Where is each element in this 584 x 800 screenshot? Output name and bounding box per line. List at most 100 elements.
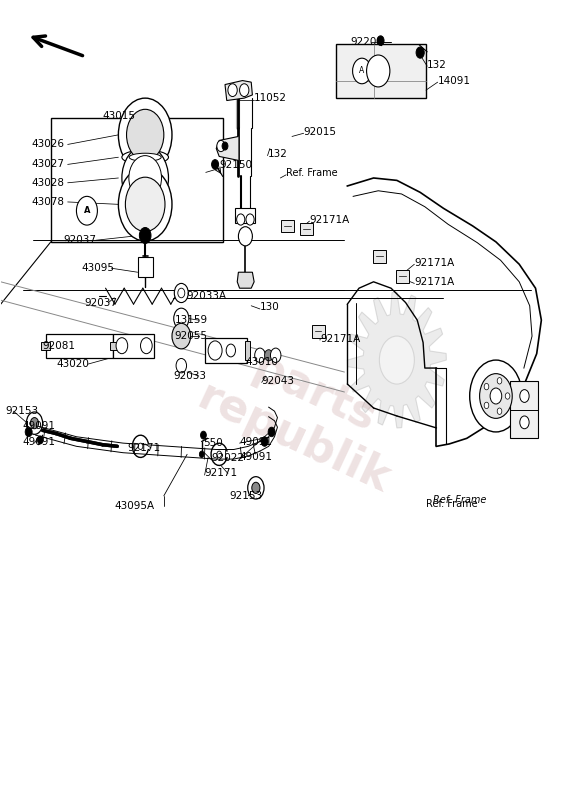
Circle shape bbox=[380, 336, 415, 384]
Text: A: A bbox=[359, 66, 364, 75]
Polygon shape bbox=[237, 272, 254, 288]
Text: 43095: 43095 bbox=[81, 263, 114, 274]
Circle shape bbox=[173, 308, 189, 329]
Circle shape bbox=[126, 177, 165, 231]
Text: 132: 132 bbox=[427, 59, 447, 70]
Text: 92037: 92037 bbox=[84, 298, 117, 307]
Text: 43026: 43026 bbox=[31, 139, 64, 150]
Circle shape bbox=[141, 338, 152, 354]
Circle shape bbox=[25, 427, 32, 437]
Text: Ref. Frame: Ref. Frame bbox=[286, 168, 338, 178]
Circle shape bbox=[122, 146, 169, 210]
Circle shape bbox=[199, 451, 204, 458]
Text: 43010: 43010 bbox=[245, 357, 278, 366]
Text: A: A bbox=[84, 206, 90, 215]
Text: 132: 132 bbox=[267, 149, 287, 159]
Circle shape bbox=[129, 156, 162, 200]
Circle shape bbox=[116, 338, 128, 354]
Bar bbox=[510, 381, 538, 438]
Circle shape bbox=[416, 47, 424, 58]
Text: 92015: 92015 bbox=[304, 126, 336, 137]
Text: Ref. Frame: Ref. Frame bbox=[433, 495, 486, 505]
Bar bbox=[110, 342, 119, 350]
Text: 14091: 14091 bbox=[437, 75, 471, 86]
Circle shape bbox=[479, 374, 512, 418]
Bar bbox=[235, 208, 255, 222]
Text: 92153: 92153 bbox=[229, 491, 262, 501]
Circle shape bbox=[222, 142, 228, 150]
Text: 43078: 43078 bbox=[31, 197, 64, 207]
Circle shape bbox=[77, 196, 98, 225]
Circle shape bbox=[367, 55, 390, 87]
Circle shape bbox=[520, 390, 529, 402]
Circle shape bbox=[268, 427, 275, 437]
Circle shape bbox=[37, 436, 43, 444]
Text: 43027: 43027 bbox=[31, 159, 64, 170]
Polygon shape bbox=[397, 270, 409, 282]
Circle shape bbox=[138, 443, 143, 450]
Circle shape bbox=[226, 344, 235, 357]
Text: 92033A: 92033A bbox=[186, 291, 226, 301]
Bar bbox=[204, 338, 246, 363]
Circle shape bbox=[246, 214, 254, 225]
Circle shape bbox=[178, 288, 185, 298]
Circle shape bbox=[377, 36, 384, 46]
Bar bbox=[46, 334, 113, 358]
Text: 11052: 11052 bbox=[254, 93, 287, 103]
Text: 92081: 92081 bbox=[43, 341, 76, 350]
Circle shape bbox=[255, 348, 265, 362]
Circle shape bbox=[261, 437, 268, 446]
Polygon shape bbox=[347, 292, 446, 428]
Text: 92171A: 92171A bbox=[320, 334, 360, 343]
Text: 92200: 92200 bbox=[350, 38, 383, 47]
Polygon shape bbox=[373, 250, 386, 262]
Text: 92171A: 92171A bbox=[415, 258, 454, 268]
Ellipse shape bbox=[129, 154, 161, 162]
Text: 92033: 92033 bbox=[173, 371, 206, 381]
Circle shape bbox=[353, 58, 371, 84]
Polygon shape bbox=[225, 81, 252, 101]
Text: 49091: 49091 bbox=[239, 453, 273, 462]
Polygon shape bbox=[312, 325, 325, 338]
Circle shape bbox=[238, 226, 252, 246]
Circle shape bbox=[119, 98, 172, 171]
Circle shape bbox=[490, 388, 502, 404]
Polygon shape bbox=[300, 222, 313, 235]
Text: 13159: 13159 bbox=[174, 315, 207, 325]
Circle shape bbox=[217, 451, 221, 458]
Circle shape bbox=[119, 168, 172, 241]
Text: 92171A: 92171A bbox=[415, 277, 454, 287]
Circle shape bbox=[239, 84, 249, 97]
Circle shape bbox=[228, 84, 237, 97]
Circle shape bbox=[248, 477, 264, 499]
Circle shape bbox=[520, 416, 529, 429]
Text: 49091: 49091 bbox=[23, 437, 56, 446]
Circle shape bbox=[200, 431, 206, 439]
Bar bbox=[41, 342, 50, 350]
Circle shape bbox=[497, 408, 502, 414]
Circle shape bbox=[265, 350, 273, 361]
Circle shape bbox=[211, 160, 218, 170]
Text: 92022: 92022 bbox=[211, 454, 245, 463]
Ellipse shape bbox=[122, 150, 169, 165]
Circle shape bbox=[127, 110, 164, 161]
Bar bbox=[138, 257, 153, 277]
Text: 92171: 92171 bbox=[204, 469, 238, 478]
Circle shape bbox=[484, 402, 489, 409]
Text: 92153: 92153 bbox=[5, 406, 39, 416]
Circle shape bbox=[26, 412, 43, 434]
Circle shape bbox=[470, 360, 522, 432]
Circle shape bbox=[30, 418, 39, 429]
Circle shape bbox=[208, 341, 222, 360]
Circle shape bbox=[217, 141, 225, 152]
Circle shape bbox=[505, 393, 510, 399]
Text: 43028: 43028 bbox=[31, 178, 64, 188]
Bar bbox=[51, 118, 223, 242]
Circle shape bbox=[172, 323, 190, 349]
Polygon shape bbox=[281, 219, 294, 232]
Text: 49091: 49091 bbox=[23, 421, 56, 430]
Circle shape bbox=[140, 227, 151, 243]
Text: 43015: 43015 bbox=[103, 110, 135, 121]
Text: 92043: 92043 bbox=[262, 376, 295, 386]
Text: Ref. Frame: Ref. Frame bbox=[426, 499, 478, 509]
